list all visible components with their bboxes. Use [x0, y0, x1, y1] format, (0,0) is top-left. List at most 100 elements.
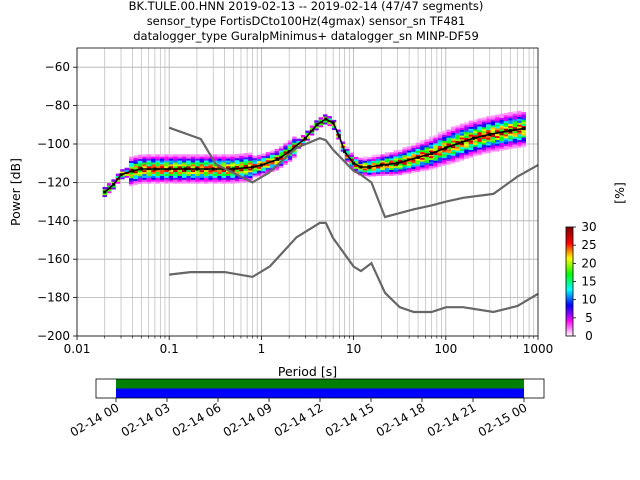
histogram-cell — [283, 143, 288, 146]
histogram-cell — [411, 160, 416, 164]
histogram-cell — [468, 134, 473, 137]
histogram-cell — [129, 160, 134, 163]
histogram-cell — [168, 163, 174, 167]
histogram-cell — [133, 157, 138, 160]
histogram-cell — [464, 150, 469, 154]
histogram-cell — [380, 171, 385, 174]
histogram-cell — [512, 121, 518, 124]
histogram-cell — [495, 114, 500, 117]
histogram-cell — [151, 165, 156, 169]
histogram-cell — [433, 162, 438, 165]
histogram-cell — [168, 162, 174, 165]
histogram-cell — [411, 158, 416, 162]
histogram-cell — [517, 137, 522, 141]
histogram-cell — [221, 162, 227, 165]
histogram-cell — [168, 175, 174, 178]
histogram-cell — [512, 144, 518, 147]
histogram-cell — [424, 168, 429, 171]
histogram-cell — [137, 171, 143, 175]
histogram-cell — [459, 129, 465, 132]
histogram-cell — [177, 173, 182, 176]
mode-point — [331, 121, 335, 125]
histogram-cell — [164, 173, 169, 176]
histogram-cell — [256, 170, 262, 173]
histogram-cell — [406, 159, 412, 163]
mode-point — [287, 150, 291, 154]
histogram-cell — [261, 168, 266, 172]
histogram-cell — [406, 157, 412, 161]
histogram-cell — [278, 148, 284, 151]
mode-point — [508, 129, 512, 133]
histogram-cell — [380, 165, 385, 169]
histogram-cell — [481, 138, 487, 141]
histogram-cell — [186, 163, 191, 167]
histogram-cell — [521, 129, 526, 132]
histogram-cell — [274, 162, 279, 165]
mode-point — [472, 136, 476, 140]
histogram-cell — [283, 149, 288, 152]
histogram-cell — [133, 159, 138, 162]
histogram-cell — [129, 166, 134, 169]
histogram-cell — [375, 171, 381, 175]
histogram-cell — [481, 142, 487, 145]
histogram-cell — [106, 183, 112, 186]
colorbar-step — [566, 265, 573, 268]
histogram-cell — [490, 138, 496, 141]
histogram-cell — [261, 157, 266, 160]
histogram-cell — [517, 139, 522, 142]
histogram-cell — [512, 115, 518, 118]
histogram-cell — [186, 171, 191, 174]
histogram-cell — [212, 177, 218, 180]
histogram-cell — [146, 154, 152, 157]
histogram-cell — [102, 188, 107, 192]
histogram-cell — [212, 171, 218, 174]
histogram-cell — [142, 179, 147, 182]
histogram-cell — [226, 175, 231, 178]
histogram-cell — [495, 139, 500, 142]
histogram-cell — [292, 140, 297, 143]
colorbar-step — [566, 303, 573, 306]
histogram-cell — [173, 179, 178, 182]
colorbar-label: [%] — [612, 182, 627, 204]
histogram-cell — [371, 170, 376, 173]
histogram-cell — [464, 122, 469, 125]
histogram-cell — [442, 132, 447, 136]
colorbar-step — [566, 239, 573, 242]
histogram-cell — [142, 162, 147, 165]
histogram-cell — [199, 156, 204, 159]
histogram-cell — [265, 169, 271, 172]
colorbar-step — [566, 296, 573, 299]
histogram-cell — [168, 171, 174, 174]
histogram-cell — [450, 136, 456, 139]
histogram-cell — [203, 162, 209, 165]
histogram-cell — [186, 160, 191, 163]
histogram-cell — [256, 156, 262, 160]
histogram-cell — [406, 169, 412, 172]
histogram-cell — [512, 142, 518, 145]
histogram-cell — [212, 154, 218, 157]
histogram-cell — [217, 171, 222, 174]
histogram-cell — [446, 137, 451, 140]
histogram-cell — [490, 130, 496, 134]
histogram-cell — [181, 158, 187, 161]
histogram-cell — [393, 171, 399, 174]
histogram-cell — [367, 160, 372, 164]
histogram-cell — [243, 172, 249, 175]
colorbar-step — [566, 234, 573, 237]
histogram-cell — [468, 147, 473, 150]
histogram-cell — [517, 129, 522, 133]
histogram-cell — [362, 160, 368, 163]
histogram-cell — [450, 153, 456, 156]
histogram-cell — [433, 142, 438, 146]
histogram-cell — [314, 127, 319, 131]
histogram-cell — [292, 142, 297, 145]
histogram-cell — [186, 154, 191, 157]
histogram-cell — [464, 149, 469, 152]
histogram-cell — [168, 179, 174, 182]
histogram-cell — [473, 127, 478, 130]
histogram-cell — [367, 156, 372, 160]
histogram-cell — [199, 177, 204, 180]
histogram-cell — [248, 164, 253, 167]
histogram-cell — [151, 175, 156, 178]
